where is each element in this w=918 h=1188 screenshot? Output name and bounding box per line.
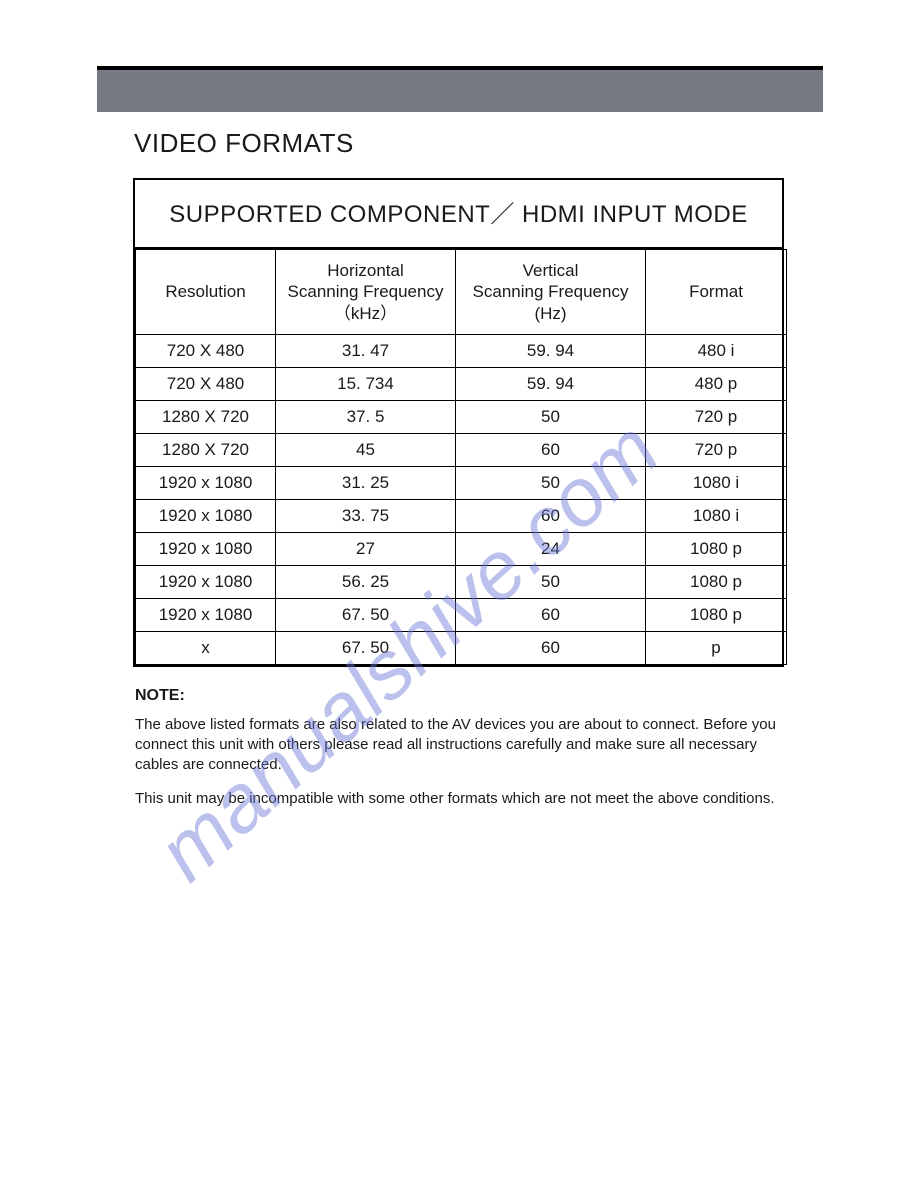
note-paragraph: The above listed formats are also relate… <box>135 715 795 776</box>
table-row: x67. 5060p <box>136 631 787 664</box>
table-row: 1920 x 108056. 25501080 p <box>136 565 787 598</box>
table-row: 1920 x 108031. 25501080 i <box>136 466 787 499</box>
col-hfreq: HorizontalScanning Frequency（kHz） <box>276 250 456 335</box>
col-resolution: Resolution <box>136 250 276 335</box>
formats-table: Resolution HorizontalScanning Frequency（… <box>135 249 787 665</box>
col-format: Format <box>646 250 787 335</box>
table-row: 720 X 48015. 73459. 94480 p <box>136 367 787 400</box>
table-row: 1920 x 108067. 50601080 p <box>136 598 787 631</box>
col-vfreq: VerticalScanning Frequency(Hz) <box>456 250 646 335</box>
page: VIDEO FORMATS SUPPORTED COMPONENT／ HDMI … <box>0 0 918 1188</box>
table-row: 1280 X 72037. 550720 p <box>136 400 787 433</box>
header-bar <box>97 66 823 112</box>
table-row: 1280 X 7204560720 p <box>136 433 787 466</box>
note-block: NOTE: The above listed formats are also … <box>135 685 795 824</box>
note-label: NOTE: <box>135 685 795 707</box>
table-row: 720 X 48031. 4759. 94480 i <box>136 334 787 367</box>
table-header-row: Resolution HorizontalScanning Frequency（… <box>136 250 787 335</box>
section-title: VIDEO FORMATS <box>134 128 354 159</box>
note-paragraph: This unit may be incompatible with some … <box>135 789 795 809</box>
table-title: SUPPORTED COMPONENT／ HDMI INPUT MODE <box>135 180 782 249</box>
video-formats-table: SUPPORTED COMPONENT／ HDMI INPUT MODE Res… <box>133 178 784 667</box>
table-row: 1920 x 108033. 75601080 i <box>136 499 787 532</box>
table-row: 1920 x 108027241080 p <box>136 532 787 565</box>
table-body: 720 X 48031. 4759. 94480 i 720 X 48015. … <box>136 334 787 664</box>
